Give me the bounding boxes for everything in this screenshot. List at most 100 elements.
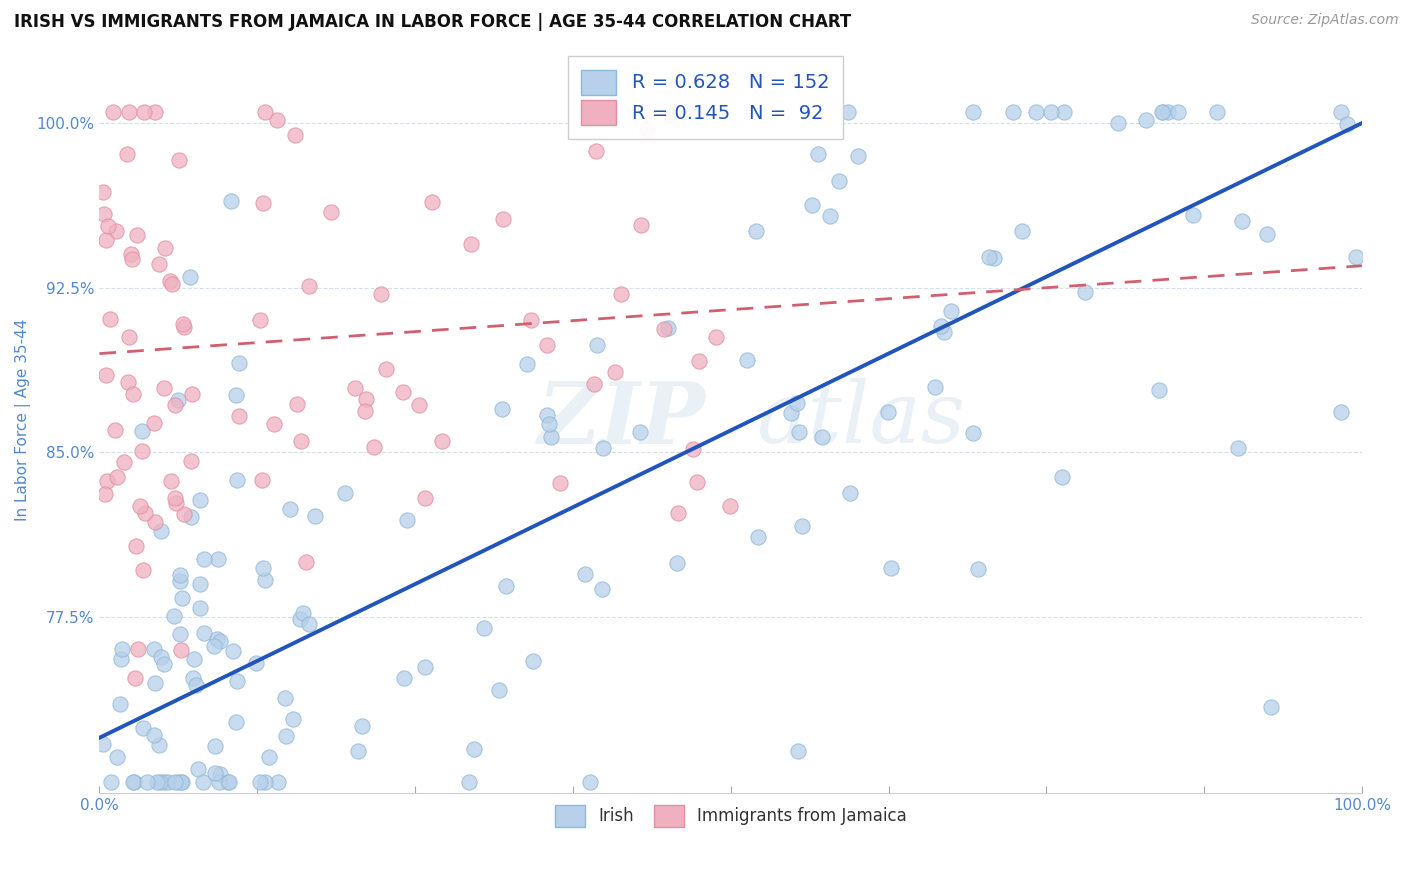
Point (837, 105, 859, 120)
Point (586, 338, 609, 352)
Point (193, 552, 215, 566)
Point (1152, 105, 1174, 120)
Point (128, 499, 150, 513)
Point (131, 721, 153, 735)
Point (285, 397, 308, 411)
Point (846, 149, 869, 163)
Point (603, 365, 626, 379)
Point (346, 743, 368, 757)
Point (636, 122, 658, 136)
Point (226, 673, 249, 688)
Point (811, 430, 834, 444)
Point (218, 774, 240, 789)
Text: IRISH VS IMMIGRANTS FROM JAMAICA IN LABOR FORCE | AGE 35-44 CORRELATION CHART: IRISH VS IMMIGRANTS FROM JAMAICA IN LABO… (14, 13, 851, 31)
Point (548, 476, 571, 491)
Point (159, 474, 181, 488)
Point (392, 384, 415, 399)
Point (929, 318, 952, 333)
Point (924, 380, 946, 394)
Point (516, 357, 538, 371)
Point (249, 774, 271, 789)
Point (146, 774, 169, 789)
Point (217, 774, 239, 789)
Point (169, 567, 191, 582)
Point (228, 356, 250, 370)
Point (537, 417, 560, 432)
Point (191, 774, 214, 789)
Point (574, 567, 596, 582)
Point (170, 774, 193, 789)
Point (396, 513, 419, 527)
Point (1227, 442, 1250, 456)
Point (983, 251, 1005, 265)
Point (225, 714, 247, 729)
Point (267, 774, 290, 789)
Point (117, 375, 139, 389)
Point (291, 607, 314, 621)
Point (582, 377, 605, 392)
Point (962, 426, 984, 441)
Point (735, 352, 758, 367)
Point (253, 573, 276, 587)
Point (153, 657, 176, 672)
Point (1050, 470, 1073, 484)
Point (536, 408, 558, 422)
Point (657, 321, 679, 335)
Point (1167, 105, 1189, 120)
Point (122, 774, 145, 789)
Point (408, 398, 430, 412)
Point (413, 660, 436, 674)
Point (104, 423, 127, 437)
Point (188, 601, 211, 615)
Point (121, 252, 143, 267)
Point (193, 626, 215, 640)
Point (253, 105, 276, 120)
Point (134, 506, 156, 520)
Point (274, 729, 297, 743)
Point (225, 473, 247, 487)
Point (257, 749, 280, 764)
Point (134, 105, 156, 120)
Point (148, 256, 170, 270)
Point (579, 774, 602, 789)
Point (1039, 105, 1062, 120)
Point (585, 144, 607, 158)
Point (105, 750, 128, 764)
Point (290, 434, 312, 448)
Point (787, 743, 810, 757)
Point (718, 499, 741, 513)
Point (591, 582, 613, 596)
Point (98, 311, 121, 326)
Point (666, 507, 689, 521)
Point (934, 325, 956, 339)
Point (179, 269, 201, 284)
Point (880, 561, 903, 575)
Point (1147, 384, 1170, 398)
Point (91, 185, 114, 199)
Text: ZIP: ZIP (537, 377, 706, 461)
Point (249, 313, 271, 327)
Point (105, 224, 128, 238)
Point (266, 113, 288, 128)
Point (160, 277, 183, 292)
Point (165, 398, 187, 412)
Point (97, 219, 120, 233)
Point (181, 671, 204, 685)
Point (540, 430, 562, 444)
Point (143, 516, 166, 530)
Point (274, 691, 297, 706)
Point (149, 649, 172, 664)
Point (966, 562, 988, 576)
Point (120, 247, 142, 261)
Point (202, 639, 225, 653)
Point (488, 683, 510, 698)
Point (225, 388, 247, 402)
Point (125, 539, 148, 553)
Point (281, 712, 304, 726)
Point (682, 442, 704, 456)
Point (118, 105, 141, 120)
Point (132, 563, 155, 577)
Point (979, 250, 1001, 264)
Point (522, 654, 544, 668)
Point (1152, 105, 1174, 120)
